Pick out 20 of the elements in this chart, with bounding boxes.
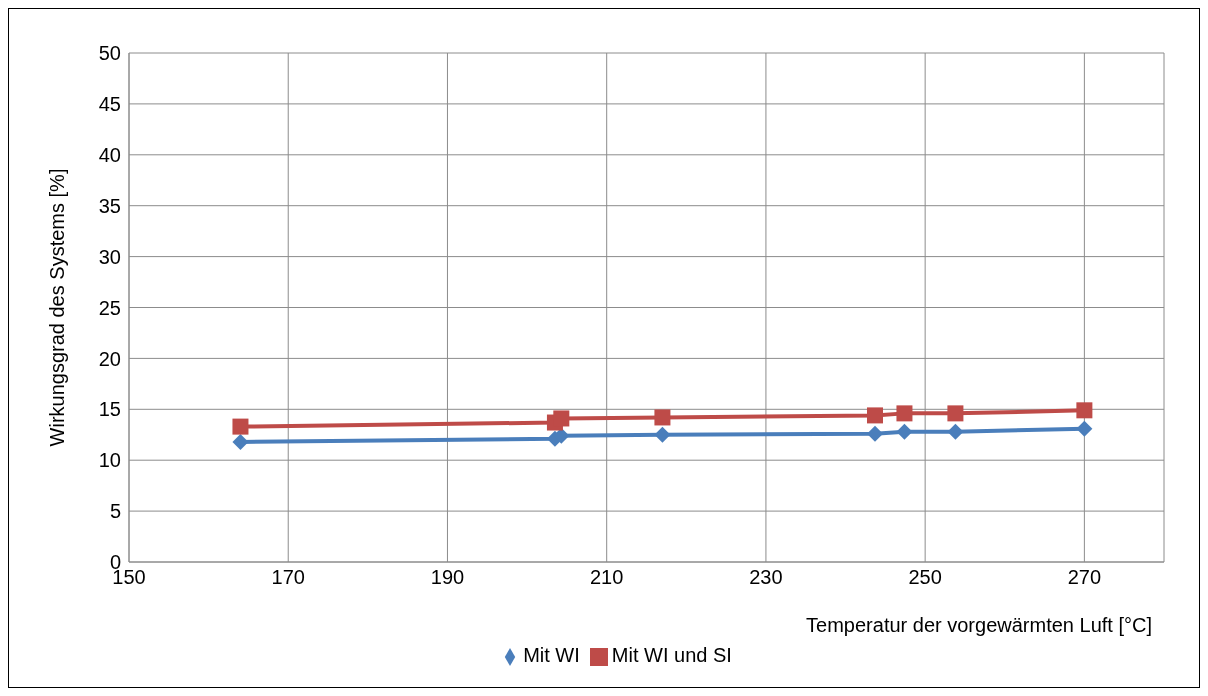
y-tick-label: 45 [98, 93, 121, 115]
x-tick-label: 270 [1067, 566, 1102, 589]
y-tick-label: 50 [98, 42, 121, 65]
x-tick-label: 190 [430, 566, 465, 589]
y-tick-label: 10 [98, 449, 121, 472]
y-axis-title: Wirkungsgrad des Systems [%] [46, 168, 69, 447]
y-tick-label: 25 [98, 296, 121, 319]
y-tick-label: 5 [109, 500, 121, 523]
legend-label: Mit WI und SI [611, 644, 732, 666]
y-tick-label: 30 [98, 245, 121, 268]
y-tick-label: 15 [98, 398, 121, 421]
x-tick-label: 230 [749, 566, 783, 589]
legend-label: Mit WI [523, 644, 580, 666]
x-tick-label: 210 [590, 566, 624, 589]
x-tick-label: 170 [271, 566, 305, 589]
y-tick-label: 20 [98, 347, 121, 370]
y-tick-label: 35 [98, 194, 121, 217]
x-axis-title: Temperatur der vorgewärmten Luft [°C] [806, 614, 1152, 636]
y-tick-label: 40 [98, 143, 121, 166]
x-tick-label: 250 [908, 566, 942, 589]
